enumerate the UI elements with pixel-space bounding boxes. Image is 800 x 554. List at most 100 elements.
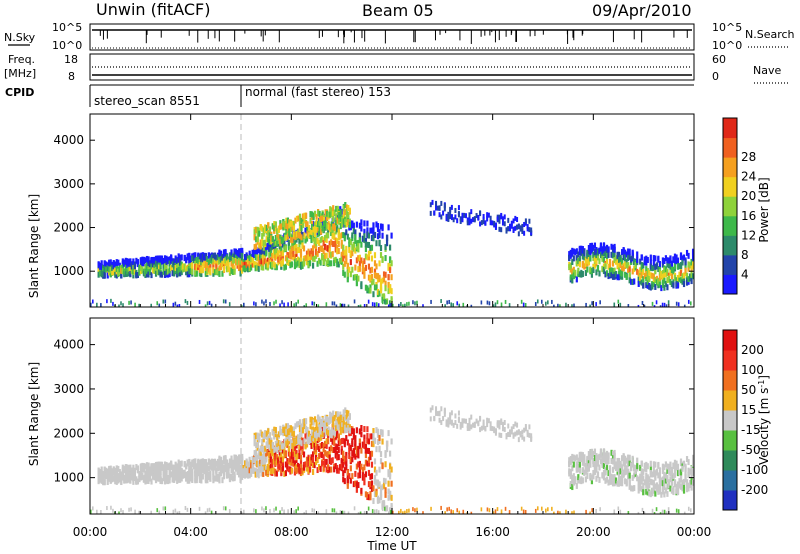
velocity-cell bbox=[470, 424, 473, 430]
power-cell bbox=[517, 223, 520, 229]
velocity-cell bbox=[318, 464, 321, 471]
beam-title: Beam 05 bbox=[362, 1, 434, 20]
velocity-cell bbox=[442, 416, 445, 422]
power-cell bbox=[406, 302, 408, 307]
power-cell bbox=[283, 224, 286, 231]
power-cell bbox=[330, 230, 333, 237]
power-cell bbox=[341, 221, 344, 228]
velocity-cell bbox=[480, 425, 483, 431]
velocity-cell bbox=[487, 418, 490, 424]
velocity-cell bbox=[314, 449, 318, 456]
velocity-cell bbox=[655, 482, 658, 489]
velocity-cell bbox=[261, 438, 264, 445]
velocity-cell bbox=[351, 450, 354, 457]
velocity-cell bbox=[660, 477, 663, 484]
power-cell bbox=[569, 263, 572, 270]
power-cell bbox=[277, 251, 280, 258]
velocity-cell bbox=[619, 468, 622, 475]
power-cell bbox=[673, 257, 677, 264]
power-cell bbox=[370, 255, 374, 262]
velocity-cell bbox=[318, 416, 321, 423]
velocity-cell bbox=[321, 452, 324, 459]
power-cell bbox=[171, 270, 174, 277]
velocity-cell bbox=[654, 461, 657, 468]
power-cell bbox=[186, 271, 189, 278]
power-cell bbox=[325, 237, 328, 244]
power-cell bbox=[234, 259, 238, 266]
velocity-cell bbox=[343, 467, 346, 474]
power-cell bbox=[231, 262, 235, 269]
power-cell bbox=[222, 299, 225, 304]
velocity-cell bbox=[379, 485, 383, 492]
power-cell bbox=[336, 217, 339, 224]
power-cell bbox=[165, 269, 168, 276]
power-cell bbox=[218, 250, 221, 257]
power-cell bbox=[318, 239, 321, 246]
power-cell bbox=[228, 302, 231, 307]
power-cell bbox=[438, 205, 441, 211]
power-cell bbox=[264, 239, 267, 246]
power-cell bbox=[352, 227, 355, 234]
power-cell bbox=[301, 242, 304, 249]
velocity-cell bbox=[219, 462, 223, 469]
power-cell bbox=[278, 247, 281, 254]
power-cell bbox=[643, 304, 646, 307]
power-cell bbox=[369, 284, 372, 291]
power-cell bbox=[298, 237, 301, 244]
power-cell bbox=[173, 262, 176, 269]
power-cell bbox=[178, 304, 181, 307]
power-cell bbox=[139, 257, 143, 264]
power-cell bbox=[168, 271, 171, 278]
velocity-cell bbox=[358, 460, 361, 467]
velocity-cell bbox=[106, 475, 109, 482]
power-cell bbox=[390, 274, 393, 281]
velocity-cell bbox=[201, 462, 204, 469]
power-cell bbox=[313, 301, 316, 306]
velocity-cell bbox=[307, 438, 311, 445]
power-cell bbox=[209, 267, 212, 274]
velocity-cell bbox=[124, 477, 127, 484]
power-cell bbox=[222, 265, 226, 272]
velocity-cell bbox=[346, 477, 349, 484]
power-cell bbox=[676, 263, 680, 270]
power-cell bbox=[652, 259, 655, 266]
power-cell bbox=[286, 257, 289, 264]
power-cell bbox=[667, 300, 670, 305]
velocity-cell bbox=[108, 472, 111, 479]
power-cell bbox=[209, 257, 212, 264]
power-cell bbox=[375, 302, 378, 307]
velocity-cell bbox=[207, 465, 210, 472]
velocity-cell bbox=[197, 467, 200, 474]
velocity-cell bbox=[336, 432, 339, 439]
velocity-cell bbox=[352, 451, 355, 458]
power-cell bbox=[472, 217, 475, 223]
velocity-cell bbox=[657, 472, 660, 479]
power-cell bbox=[442, 210, 445, 216]
velocity-cell bbox=[384, 487, 387, 494]
power-cell bbox=[347, 304, 350, 307]
right-tick-top: 10^5 bbox=[712, 21, 742, 34]
velocity-cell bbox=[230, 455, 233, 462]
power-cell bbox=[498, 226, 501, 232]
power-cell bbox=[271, 223, 274, 230]
power-cell bbox=[305, 259, 309, 266]
velocity-cell bbox=[682, 482, 686, 489]
power-cell bbox=[295, 230, 299, 237]
velocity-cell bbox=[363, 434, 366, 441]
velocity-cell bbox=[631, 455, 634, 462]
power-cell bbox=[494, 302, 497, 307]
power-ytick-label: 1000 bbox=[53, 264, 84, 278]
power-cell bbox=[363, 233, 366, 240]
velocity-cell bbox=[625, 465, 628, 472]
power-cell bbox=[331, 232, 334, 239]
power-cell bbox=[294, 234, 297, 241]
velocity-cell bbox=[586, 458, 589, 465]
power-cell bbox=[691, 254, 694, 261]
power-cell bbox=[254, 254, 257, 261]
power-cell bbox=[645, 275, 648, 282]
power-cell bbox=[308, 256, 312, 263]
power-cell bbox=[293, 244, 297, 251]
velocity-cell bbox=[273, 426, 276, 433]
power-cell bbox=[153, 264, 156, 271]
velocity-cell bbox=[363, 426, 366, 433]
